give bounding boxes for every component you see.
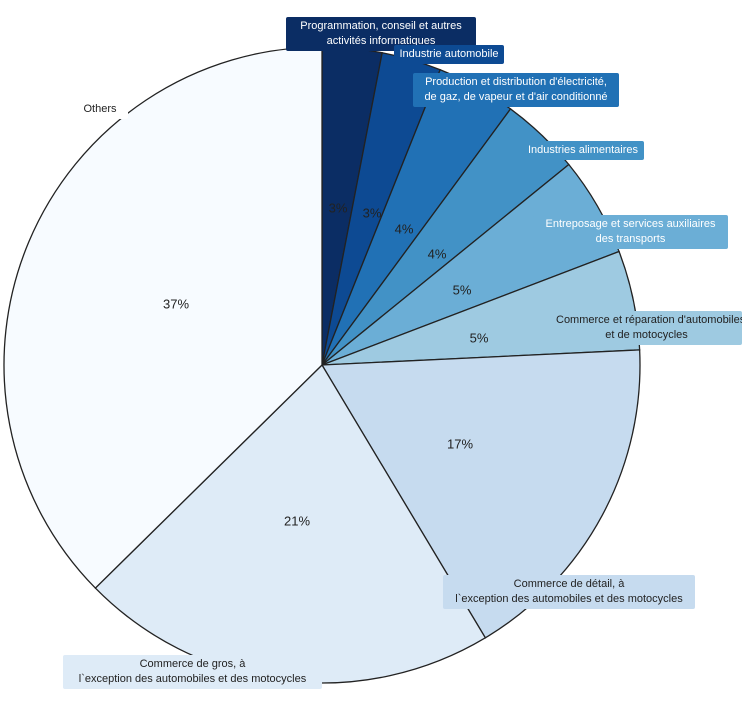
slice-category-label-line: Entreposage et services auxiliaires [545, 218, 716, 230]
slice-category-label-line: et de motocycles [605, 329, 688, 341]
slice-category-label-line: de gaz, de vapeur et d'air conditionné [424, 91, 608, 103]
pie-slice[interactable] [320, 349, 641, 639]
pie-slice[interactable] [3, 46, 323, 589]
slice-value-label: 17% [446, 436, 474, 452]
slice-category-label-line: Commerce de gros, à [139, 658, 246, 670]
slice-category-label-line: Programmation, conseil et autres [300, 20, 462, 32]
slice-value-label: 5% [452, 282, 472, 298]
slice-category-label: Programmation, conseil et autres activité… [286, 17, 476, 51]
slice-category-label-line: Production et distribution d'électricité… [425, 76, 607, 88]
slice-category-label: Commerce de détail, à l`exception des aut… [443, 575, 695, 609]
slice-category-label-line: Commerce et réparation d'automobiles [556, 314, 742, 326]
slice-category-label-line: Industries alimentaires [527, 144, 639, 156]
slice-category-label: Industrie automobile [394, 45, 504, 64]
slice-category-label: Others [72, 100, 128, 119]
slice-value-label: 37% [162, 296, 190, 312]
slice-value-label: 4% [427, 246, 447, 262]
slice-category-label: Commerce et réparation d'automobiles et d… [551, 311, 742, 345]
slice-value-label: 21% [283, 513, 311, 529]
slice-category-label: Industries alimentaires [522, 141, 644, 160]
slice-category-label-line: des transports [595, 233, 666, 245]
slice-value-label: 5% [469, 330, 489, 346]
slice-category-label: Entreposage et services auxiliaires des t… [533, 215, 728, 249]
slice-value-label: 3% [362, 205, 382, 221]
slice-category-label-line: Commerce de détail, à [513, 578, 625, 590]
slice-category-label: Commerce de gros, à l`exception des autom… [63, 655, 322, 689]
slice-value-label: 4% [394, 221, 414, 237]
slice-value-label: 3% [328, 200, 348, 216]
slice-category-label-line: Others [83, 103, 117, 115]
slice-category-label-line: Industrie automobile [399, 48, 499, 60]
slice-category-label-line: l`exception des automobiles et des motoc… [78, 673, 307, 685]
slice-category-label-line: l`exception des automobiles et des motoc… [455, 593, 683, 605]
slice-category-label: Production et distribution d'électricité… [413, 73, 619, 107]
slice-category-label-line: activités informatiques [326, 35, 436, 47]
